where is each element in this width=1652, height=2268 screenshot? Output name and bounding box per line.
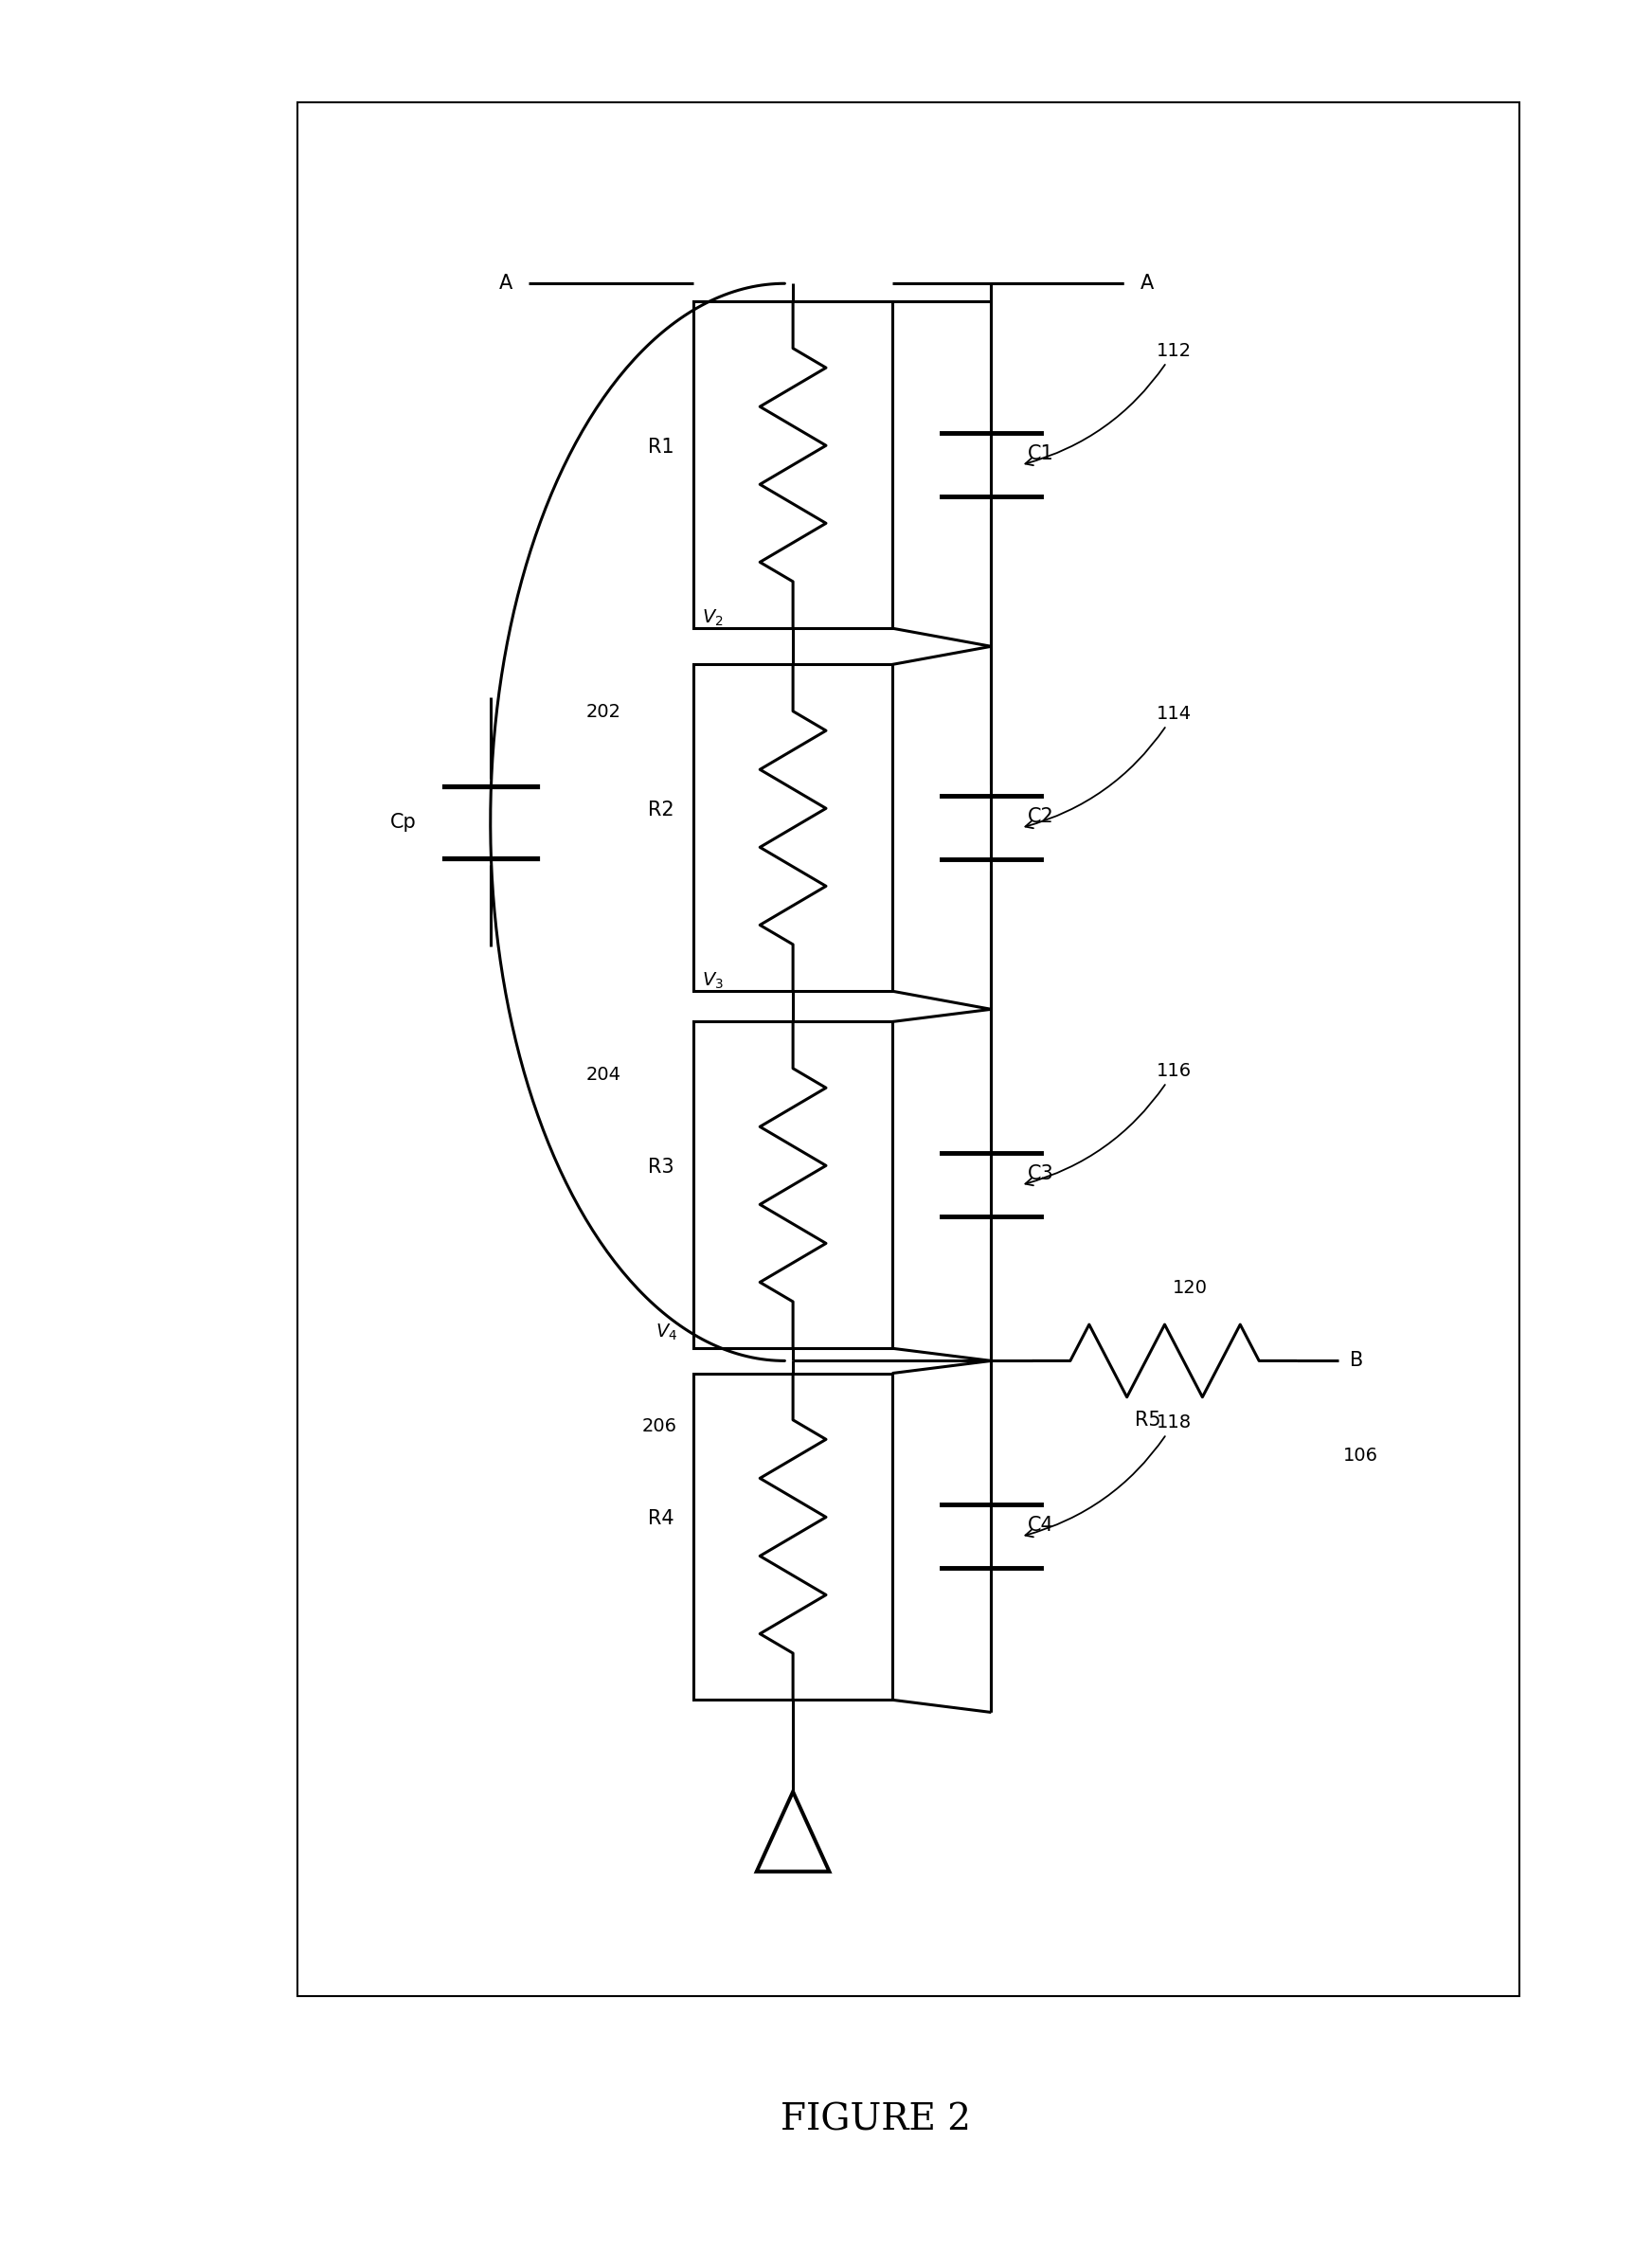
Bar — [694, 1021, 892, 1347]
Bar — [694, 665, 892, 991]
Text: 120: 120 — [1173, 1279, 1208, 1297]
Text: $V_4$: $V_4$ — [656, 1322, 677, 1343]
Text: FIGURE 2: FIGURE 2 — [780, 2102, 971, 2139]
Text: C1: C1 — [1028, 445, 1054, 463]
Text: 116: 116 — [1026, 1061, 1191, 1186]
Text: $V_2$: $V_2$ — [702, 608, 724, 628]
Text: 106: 106 — [1343, 1447, 1378, 1465]
Text: 206: 206 — [643, 1418, 677, 1436]
Text: A: A — [1140, 274, 1153, 293]
Text: 112: 112 — [1026, 342, 1191, 465]
Bar — [297, 102, 1520, 1996]
Text: 202: 202 — [586, 703, 621, 721]
Text: 204: 204 — [586, 1066, 621, 1084]
Text: C2: C2 — [1028, 807, 1054, 826]
Text: R5: R5 — [1135, 1411, 1161, 1429]
Text: R3: R3 — [648, 1157, 674, 1177]
Text: C4: C4 — [1028, 1515, 1054, 1535]
Text: 118: 118 — [1026, 1413, 1191, 1538]
Text: $V_3$: $V_3$ — [702, 971, 724, 991]
Text: A: A — [499, 274, 512, 293]
Text: R4: R4 — [648, 1508, 674, 1529]
Text: Cp: Cp — [390, 812, 416, 832]
Text: 114: 114 — [1026, 705, 1191, 828]
Bar — [694, 1374, 892, 1701]
Text: R2: R2 — [648, 801, 674, 819]
Bar — [694, 302, 892, 628]
Text: C3: C3 — [1028, 1163, 1054, 1184]
Text: B: B — [1350, 1352, 1363, 1370]
Text: R1: R1 — [648, 438, 674, 456]
